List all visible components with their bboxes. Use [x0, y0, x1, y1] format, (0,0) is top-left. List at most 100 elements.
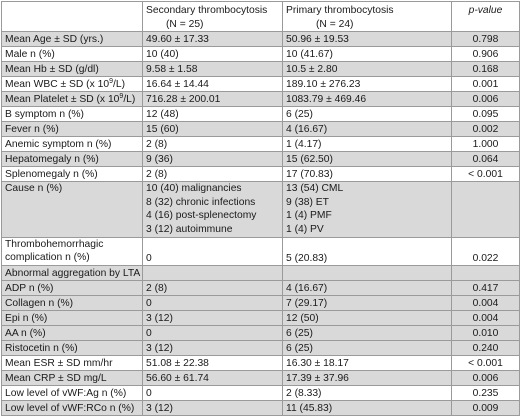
primary-value: 50.96 ± 19.53: [282, 31, 452, 48]
primary-value: 4 (16.67): [282, 121, 452, 138]
cause-secondary-list: 10 (40) malignancies 8 (32) chronic infec…: [142, 181, 283, 238]
primary-value: 10.5 ± 2.80: [282, 61, 452, 78]
row-label: Mean WBC ± SD (x 109/L): [1, 76, 143, 93]
primary-value: 6 (25): [282, 324, 452, 341]
row-label: Splenomegaly n (%): [1, 166, 143, 183]
header-secondary: Secondary thrombocytosis (N = 25): [142, 0, 283, 33]
header-primary-n: (N = 24): [316, 18, 354, 30]
empty-cell: [142, 264, 283, 281]
row-label: Low level of vWF:Ag n (%): [1, 384, 143, 401]
p-value: 0.001: [451, 76, 520, 93]
p-value: 0.240: [451, 339, 520, 356]
row-label: Epi n (%): [1, 309, 143, 326]
primary-value: 2 (8.33): [282, 384, 452, 401]
p-value: 0.095: [451, 106, 520, 123]
row-label: Ristocetin n (%): [1, 339, 143, 356]
secondary-value: 10 (40): [142, 46, 283, 63]
secondary-value: 716.28 ± 200.01: [142, 91, 283, 108]
row-label: Mean Age ± SD (yrs.): [1, 31, 143, 48]
primary-value: 17.39 ± 37.96: [282, 369, 452, 386]
header-primary: Primary thrombocytosis (N = 24): [282, 0, 452, 33]
secondary-value: 2 (8): [142, 136, 283, 153]
primary-value: 189.10 ± 276.23: [282, 76, 452, 93]
table-row: ADP n (%) 2 (8) 4 (16.67) 0.417: [1, 279, 520, 296]
cause-item: 1 (4) PMF: [286, 210, 332, 222]
table-row: Mean Age ± SD (yrs.) 49.60 ± 17.33 50.96 ±…: [1, 31, 520, 48]
cause-item: 9 (38) ET: [286, 196, 329, 208]
row-label: Collagen n (%): [1, 294, 143, 311]
row-label: Thrombohemorrhagic complication n (%): [1, 236, 143, 266]
p-value: 1.000: [451, 136, 520, 153]
table-row: B symptom n (%) 12 (48) 6 (25) 0.095: [1, 106, 520, 123]
primary-value: 5 (20.83): [282, 236, 452, 266]
cause-item: 4 (16) post-splenectomy: [146, 210, 257, 222]
primary-value: 6 (25): [282, 339, 452, 356]
row-label: Mean Hb ± SD (g/dl): [1, 61, 143, 78]
row-label: Fever n (%): [1, 121, 143, 138]
row-label: Mean CRP ± SD mg/L: [1, 369, 143, 386]
secondary-value: 2 (8): [142, 279, 283, 296]
row-label: Hepatomegaly n (%): [1, 151, 143, 168]
cause-item: 3 (12) autoimmune: [146, 223, 233, 235]
p-value: 0.006: [451, 91, 520, 108]
table-row: Low level of vWF:Ag n (%) 0 2 (8.33) 0.235: [1, 384, 520, 401]
primary-value: 16.30 ± 18.17: [282, 354, 452, 371]
primary-value: 15 (62.50): [282, 151, 452, 168]
table-row: Epi n (%) 3 (12) 12 (50) 0.004: [1, 309, 520, 326]
p-value: 0.798: [451, 31, 520, 48]
header-secondary-n: (N = 25): [166, 18, 204, 30]
table-row: Mean ESR ± SD mm/hr 51.08 ± 22.38 16.30 ± …: [1, 354, 520, 371]
row-label: ADP n (%): [1, 279, 143, 296]
row-label: Cause n (%): [1, 181, 143, 238]
p-value: 0.906: [451, 46, 520, 63]
p-value: 0.010: [451, 324, 520, 341]
thrombo-row: Thrombohemorrhagic complication n (%) 0 5 (…: [1, 236, 520, 266]
row-label: Mean ESR ± SD mm/hr: [1, 354, 143, 371]
p-value: 0.002: [451, 121, 520, 138]
secondary-value: 12 (48): [142, 106, 283, 123]
p-value: 0.004: [451, 294, 520, 311]
header-row: Secondary thrombocytosis (N = 25) Primar…: [1, 0, 520, 33]
secondary-value: 9 (36): [142, 151, 283, 168]
cause-item: 13 (54) CML: [286, 183, 344, 195]
table-row: Mean WBC ± SD (x 109/L) 16.64 ± 14.44 189.…: [1, 76, 520, 93]
p-value: 0.235: [451, 384, 520, 401]
secondary-value: 49.60 ± 17.33: [142, 31, 283, 48]
row-label: B symptom n (%): [1, 106, 143, 123]
table-row: Hepatomegaly n (%) 9 (36) 15 (62.50) 0.064: [1, 151, 520, 168]
table-row: Mean Platelet ± SD (x 109/L) 716.28 ± 200…: [1, 91, 520, 108]
secondary-value: 2 (8): [142, 166, 283, 183]
secondary-value: 16.64 ± 14.44: [142, 76, 283, 93]
header-primary-title: Primary thrombocytosis: [286, 5, 394, 16]
p-value: 0.064: [451, 151, 520, 168]
cause-primary-list: 13 (54) CML 9 (38) ET 1 (4) PMF 1 (4) PV: [282, 181, 452, 238]
primary-value: 1 (4.17): [282, 136, 452, 153]
cause-item: 8 (32) chronic infections: [146, 196, 256, 208]
header-blank: [1, 0, 143, 33]
row-label: Male n (%): [1, 46, 143, 63]
p-value: 0.417: [451, 279, 520, 296]
primary-value: 1083.79 ± 469.46: [282, 91, 452, 108]
row-label: Anemic symptom n (%): [1, 136, 143, 153]
lta-header-row: Abnormal aggregation by LTA: [1, 264, 520, 281]
secondary-value: 9.58 ± 1.58: [142, 61, 283, 78]
p-value: < 0.001: [451, 166, 520, 183]
cause-row: Cause n (%) 10 (40) malignancies 8 (32) ch…: [1, 181, 520, 238]
table-body: Mean Age ± SD (yrs.) 49.60 ± 17.33 50.96 ±…: [1, 31, 520, 416]
header-secondary-title: Secondary thrombocytosis: [146, 5, 268, 16]
p-value: [451, 181, 520, 238]
table-row: Splenomegaly n (%) 2 (8) 17 (70.83) < 0.001: [1, 166, 520, 183]
primary-value: 7 (29.17): [282, 294, 452, 311]
table-row: Mean Hb ± SD (g/dl) 9.58 ± 1.58 10.5 ± 2.8…: [1, 61, 520, 78]
primary-value: 6 (25): [282, 106, 452, 123]
secondary-value: 0: [142, 384, 283, 401]
empty-cell: [282, 264, 452, 281]
table-row: AA n (%) 0 6 (25) 0.010: [1, 324, 520, 341]
table-row: Male n (%) 10 (40) 10 (41.67) 0.906: [1, 46, 520, 63]
table-row: Mean CRP ± SD mg/L 56.60 ± 61.74 17.39 ± 3…: [1, 369, 520, 386]
secondary-value: 56.60 ± 61.74: [142, 369, 283, 386]
header-pvalue: p-value: [451, 0, 520, 33]
secondary-value: 3 (12): [142, 309, 283, 326]
primary-value: 17 (70.83): [282, 166, 452, 183]
